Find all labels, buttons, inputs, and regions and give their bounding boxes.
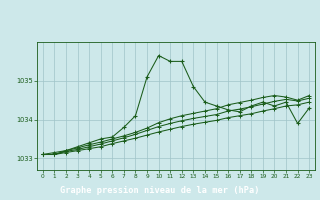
Text: Graphe pression niveau de la mer (hPa): Graphe pression niveau de la mer (hPa)	[60, 186, 260, 195]
